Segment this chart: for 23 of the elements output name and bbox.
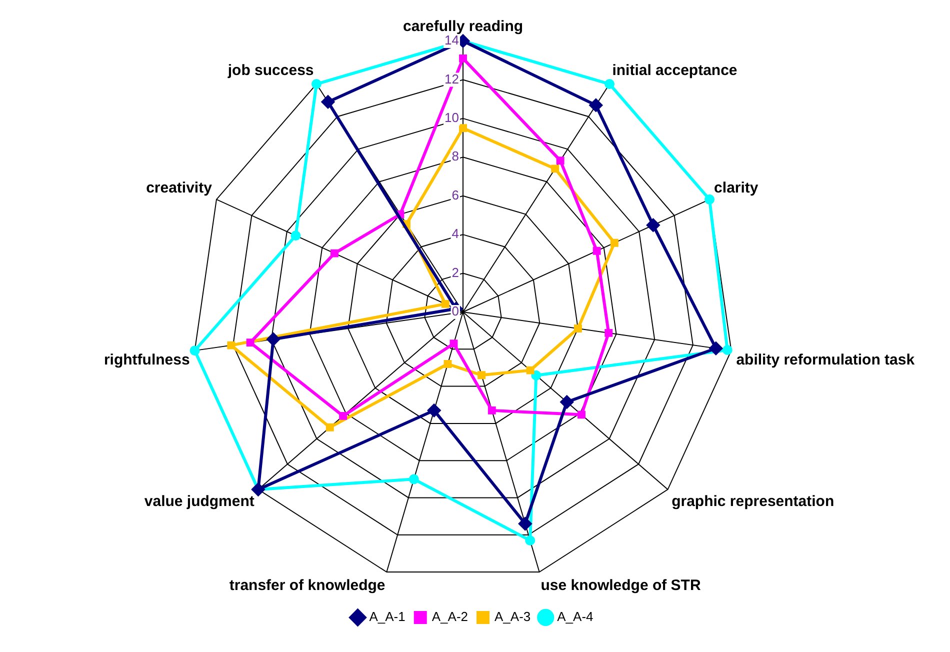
legend-label: A_A-2 — [432, 609, 468, 624]
y-tick-label: 2 — [452, 264, 459, 280]
spoke-label: job success — [226, 62, 314, 79]
y-tick-label: 0 — [452, 304, 459, 319]
y-tick-label: 12 — [444, 71, 459, 86]
spoke-label: use knowledge of STR — [540, 576, 701, 594]
spoke-label: initial acceptance — [612, 62, 738, 79]
y-tick-label: 8 — [452, 148, 459, 164]
y-tick-label: 14 — [444, 32, 459, 48]
legend-label: A_A-3 — [494, 609, 531, 624]
spoke-label: value judgment — [144, 492, 254, 510]
spoke-label: carefully reading — [402, 18, 524, 36]
y-tick-label: 4 — [452, 226, 459, 242]
y-tick-label: 6 — [452, 187, 459, 202]
legend-label: A_A-1 — [369, 609, 406, 624]
legend-label: A_A-4 — [557, 609, 594, 624]
spoke-label: creativity — [146, 179, 213, 196]
spoke-label: graphic representation — [672, 492, 834, 510]
spoke-label: ability reformulation task — [736, 351, 916, 368]
spoke-label: transfer of knowledge — [229, 576, 386, 594]
spoke-label: rightfulness — [104, 351, 190, 368]
spoke-label: clarity — [714, 179, 759, 196]
y-tick-label: 10 — [444, 110, 459, 126]
